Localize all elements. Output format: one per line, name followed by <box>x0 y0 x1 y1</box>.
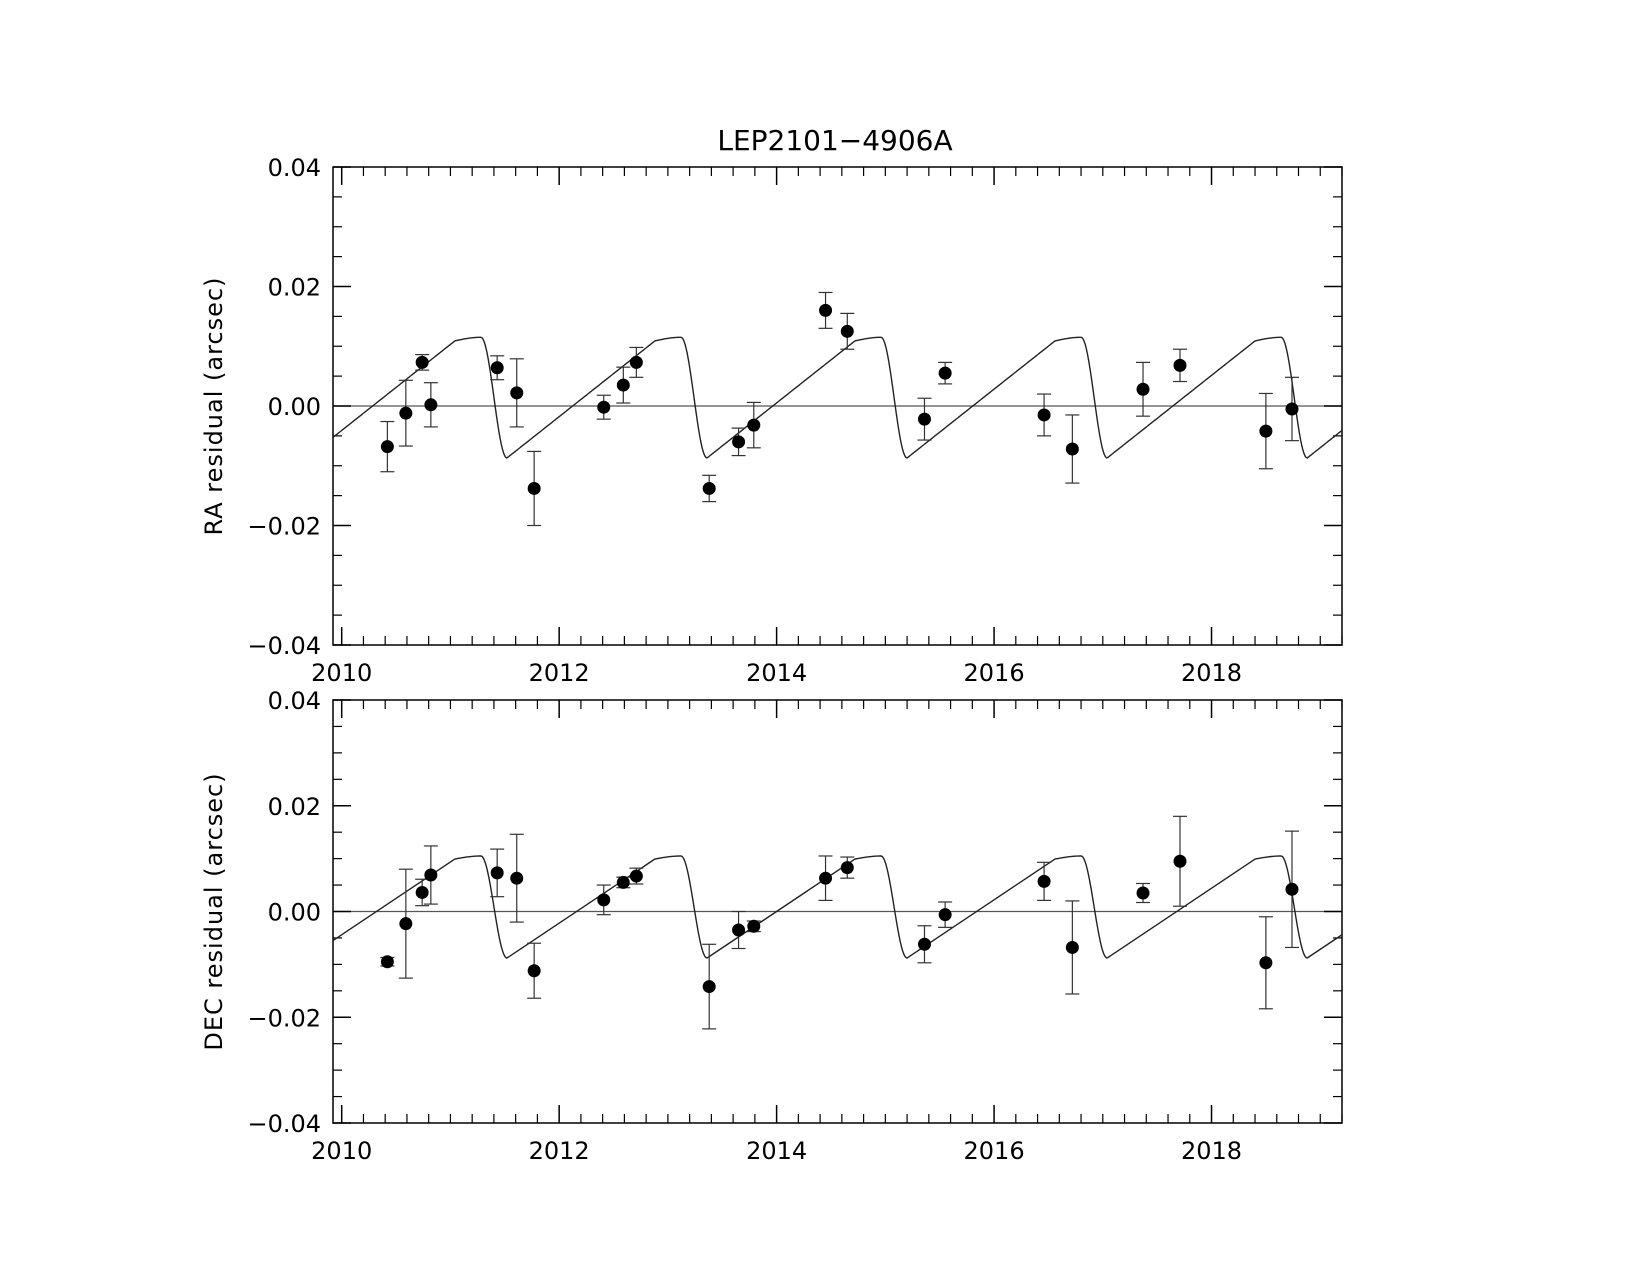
panel-2-data-point-6 <box>510 871 524 885</box>
panel-1-data-point-1 <box>380 440 394 454</box>
panel-1-ylabel: RA residual (arcsec) <box>200 277 228 536</box>
panel-1-ytick-label: 0.02 <box>268 274 321 302</box>
panel-2-data-point-23 <box>1285 882 1299 896</box>
panel-1-data-point-5 <box>490 361 504 375</box>
panel-2-data-point-3 <box>415 885 429 899</box>
panel-1-data-point-3 <box>415 355 429 369</box>
panel-1-data-point-7 <box>527 481 541 495</box>
panel-1-xtick-label: 2010 <box>311 659 372 687</box>
panel-2-ytick-label: 0.04 <box>268 687 321 715</box>
panel-2-data-point-4 <box>424 868 438 882</box>
chart-title: LEP2101−4906A <box>717 124 952 157</box>
panel-2-data-point-15 <box>840 861 854 875</box>
panel-1-data-point-4 <box>424 398 438 412</box>
panel-1-data-point-6 <box>510 386 524 400</box>
panel-1-data-point-12 <box>732 435 746 449</box>
panel-1-data-point-2 <box>399 406 413 420</box>
panel-1-data-point-22 <box>1259 424 1273 438</box>
panel-1-data-point-20 <box>1136 382 1150 396</box>
panel-1-ytick-label: 0.00 <box>268 393 321 421</box>
panel-1-data-point-16 <box>917 412 931 426</box>
panel-2-data-point-14 <box>819 871 833 885</box>
panel-1-data-point-13 <box>747 418 761 432</box>
panel-1-ytick-label: 0.04 <box>268 154 321 182</box>
panel-2-data-point-9 <box>616 875 630 889</box>
panel-2-xtick-label: 2010 <box>311 1137 372 1165</box>
panel-2-data-point-16 <box>917 937 931 951</box>
panel-2-data-point-5 <box>490 866 504 880</box>
panel-1-data-point-23 <box>1285 402 1299 416</box>
panel-2-data-point-13 <box>747 919 761 933</box>
panel-1-data-point-9 <box>616 378 630 392</box>
panel-2-ytick-label: 0.02 <box>268 793 321 821</box>
panel-2-data-point-20 <box>1136 886 1150 900</box>
panel-1-xtick-label: 2016 <box>964 659 1025 687</box>
panel-1-ytick-label: −0.04 <box>247 632 321 660</box>
panel-1-data-point-15 <box>840 324 854 338</box>
panel-2-xtick-label: 2018 <box>1181 1137 1242 1165</box>
panel-1-data-point-8 <box>597 400 611 414</box>
panel-2-data-point-19 <box>1065 940 1079 954</box>
panel-2-data-point-11 <box>702 980 716 994</box>
panel-2-ytick-label: −0.02 <box>247 1004 321 1032</box>
panel-2-data-point-18 <box>1037 874 1051 888</box>
panel-1-xtick-label: 2012 <box>529 659 590 687</box>
panel-2-data-point-1 <box>380 955 394 969</box>
panel-1-model-curve <box>332 336 1343 459</box>
panel-2-data-point-21 <box>1173 854 1187 868</box>
panel-2-data-point-7 <box>527 964 541 978</box>
panel-2-model-curve <box>332 855 1343 959</box>
panel-1-data-point-21 <box>1173 358 1187 372</box>
panel-2-data-point-22 <box>1259 956 1273 970</box>
panel-1-xtick-label: 2018 <box>1181 659 1242 687</box>
panel-1-data-point-17 <box>938 366 952 380</box>
panel-2-data-point-2 <box>399 917 413 931</box>
panel-2-ytick-label: 0.00 <box>268 899 321 927</box>
panel-2-ytick-label: −0.04 <box>247 1110 321 1138</box>
panel-2-ylabel: DEC residual (arcsec) <box>200 772 228 1050</box>
panel-2-data-point-10 <box>629 869 643 883</box>
panel-2-xtick-label: 2014 <box>746 1137 807 1165</box>
panel-2-data-point-8 <box>597 893 611 907</box>
panel-1-data-point-19 <box>1065 442 1079 456</box>
panel-1-data-point-10 <box>629 355 643 369</box>
panel-2-data-point-17 <box>938 908 952 922</box>
panel-1-data-point-11 <box>702 481 716 495</box>
panel-1-xtick-label: 2014 <box>746 659 807 687</box>
panel-1-data-point-14 <box>819 303 833 317</box>
panel-2-xtick-label: 2012 <box>529 1137 590 1165</box>
panel-2-xtick-label: 2016 <box>964 1137 1025 1165</box>
panel-1-data-point-18 <box>1037 408 1051 422</box>
panel-2-data-point-12 <box>732 923 746 937</box>
panel-1-ytick-label: −0.02 <box>247 513 321 541</box>
